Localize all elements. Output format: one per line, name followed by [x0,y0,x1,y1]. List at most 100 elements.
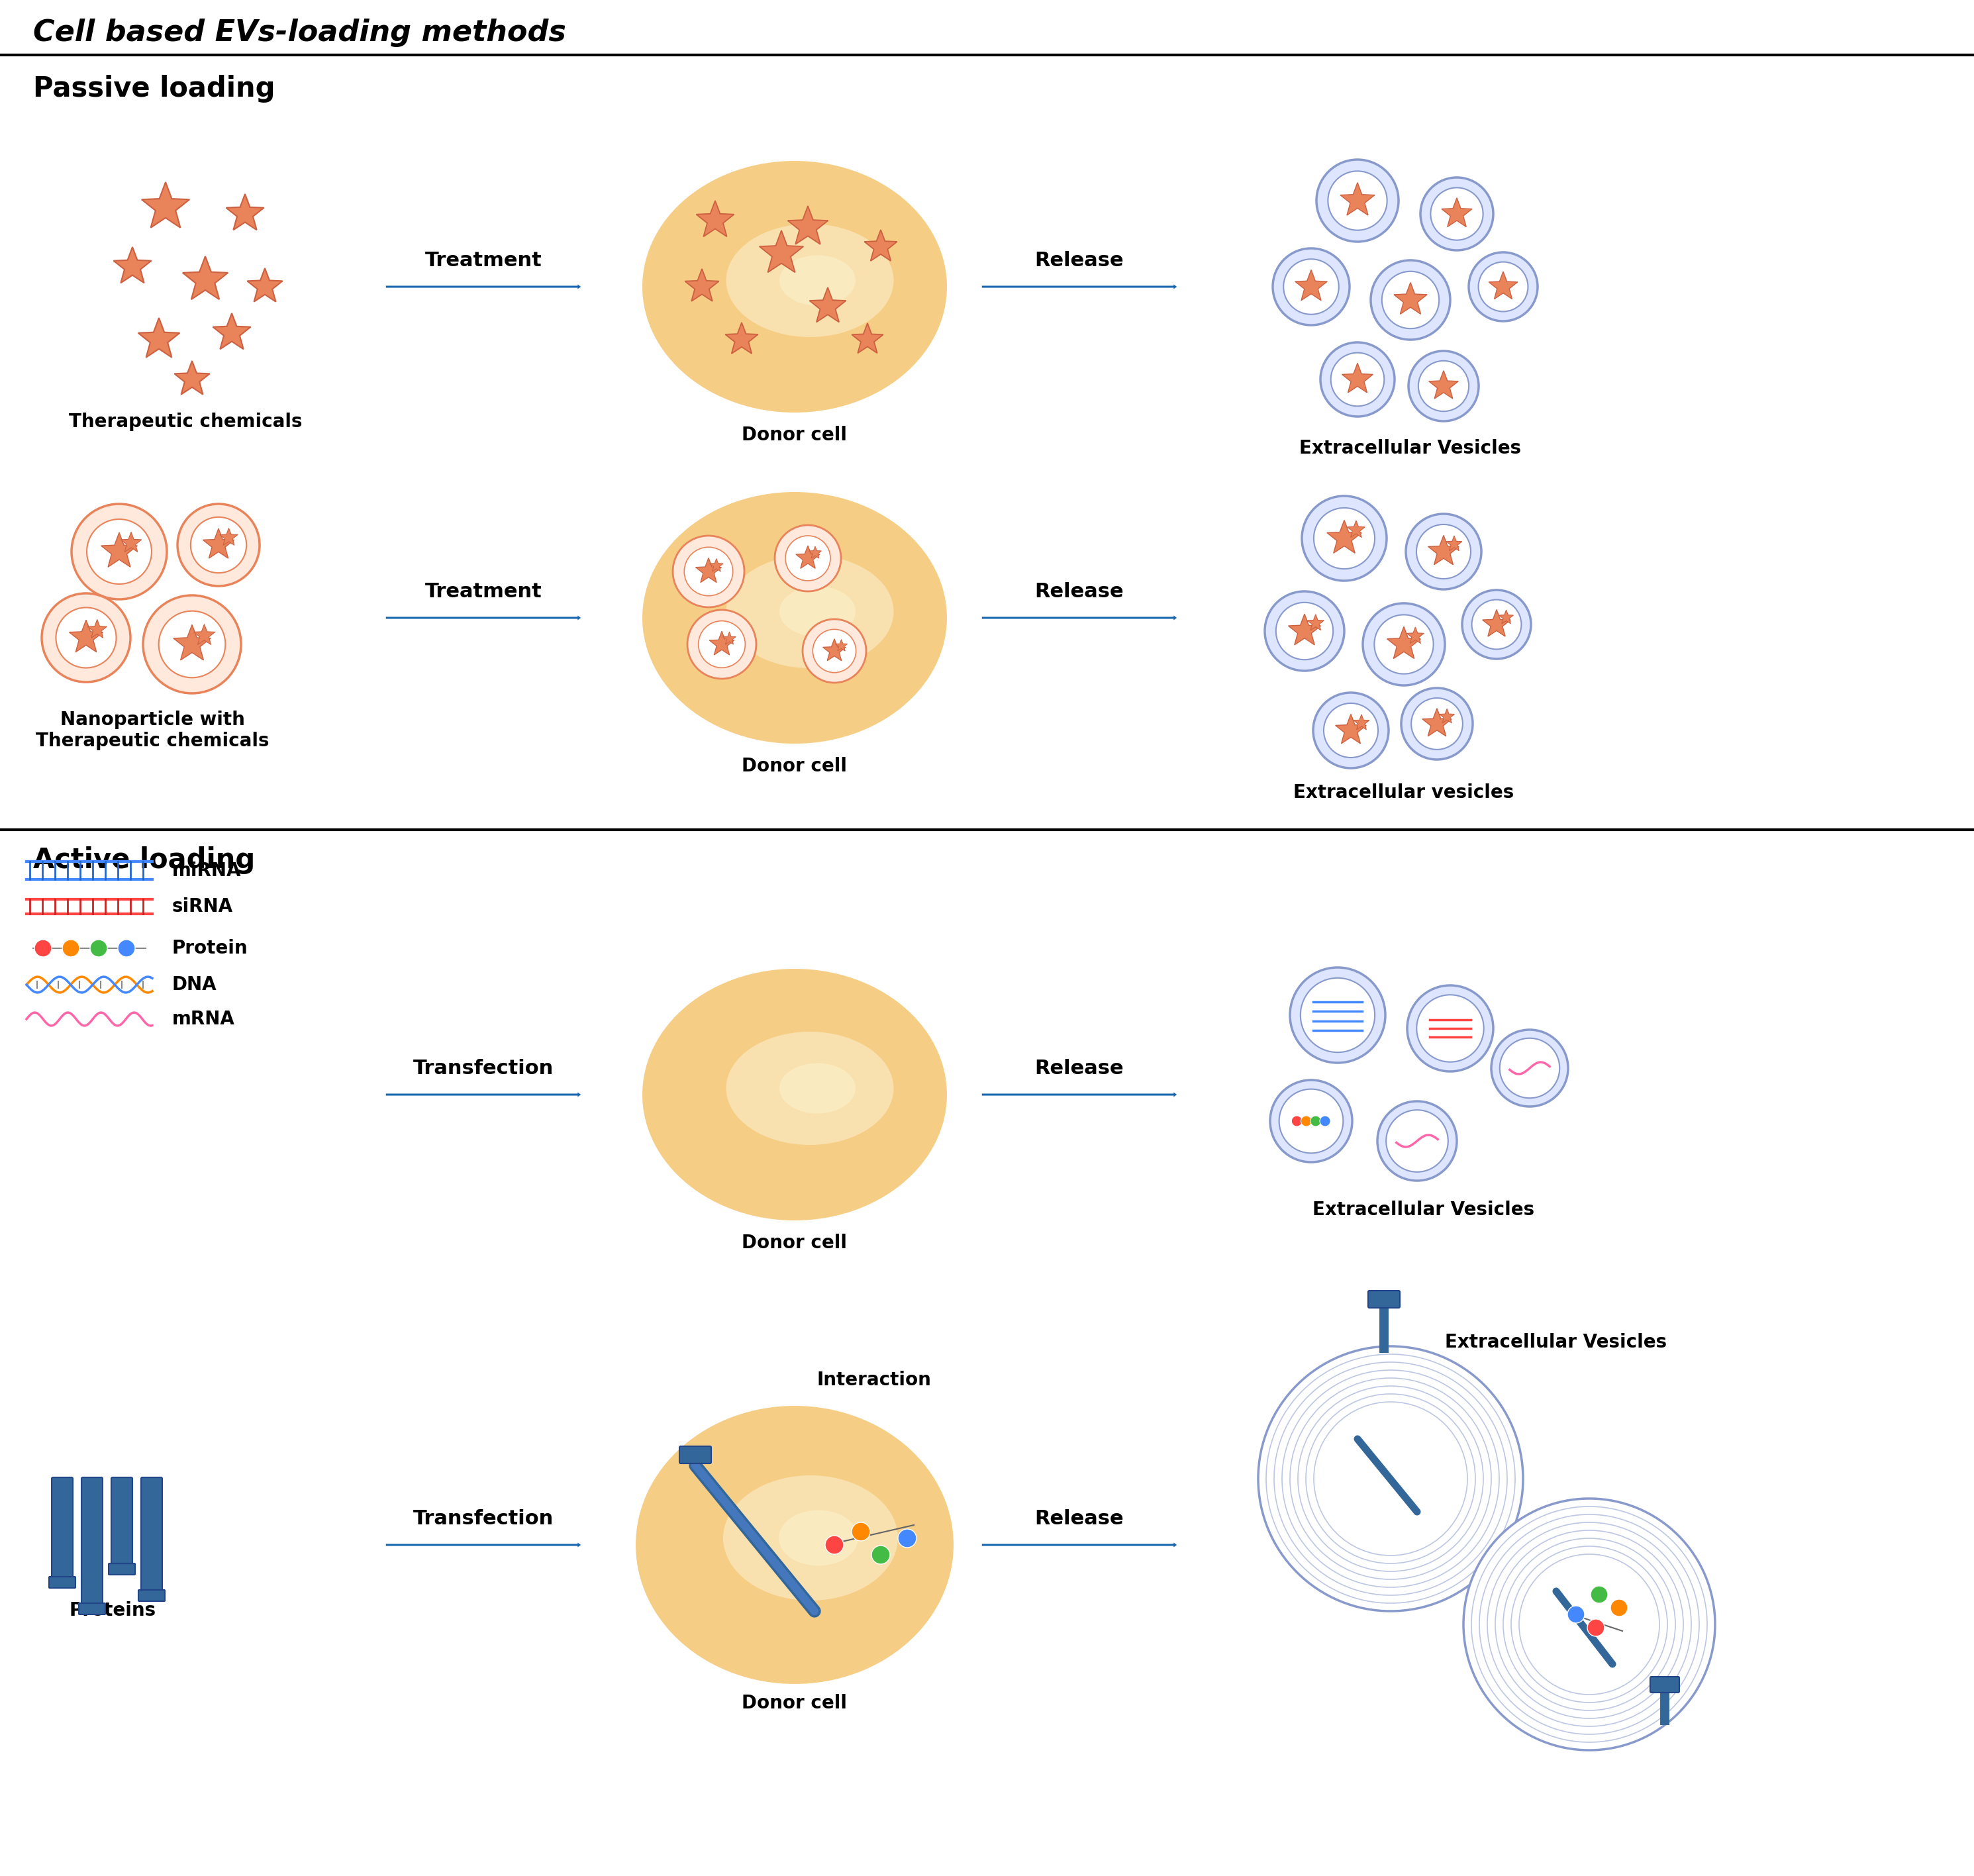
Text: Donor cell: Donor cell [742,1234,847,1251]
Circle shape [191,518,247,572]
Text: Transfection: Transfection [413,1508,553,1529]
Polygon shape [120,533,142,552]
Polygon shape [193,625,215,645]
Polygon shape [1427,535,1459,565]
Circle shape [1417,525,1471,580]
Text: Therapeutic chemicals: Therapeutic chemicals [69,413,302,431]
FancyBboxPatch shape [49,1576,75,1587]
Polygon shape [184,257,227,300]
Circle shape [63,940,79,957]
Ellipse shape [722,1475,898,1600]
Text: Extracellular Vesicles: Extracellular Vesicles [1299,439,1522,458]
FancyBboxPatch shape [81,1478,103,1606]
Circle shape [1382,272,1439,328]
Polygon shape [796,546,819,568]
Polygon shape [1394,283,1427,313]
Circle shape [1374,615,1433,673]
Circle shape [1417,360,1469,411]
Polygon shape [1388,627,1421,658]
Polygon shape [1439,709,1455,722]
Polygon shape [1498,610,1514,623]
Circle shape [1321,341,1394,416]
Polygon shape [1429,371,1459,398]
Text: Treatment: Treatment [424,251,543,270]
Circle shape [1257,1347,1524,1611]
Circle shape [55,608,116,668]
Circle shape [1279,1090,1342,1154]
Ellipse shape [642,161,948,413]
Circle shape [1463,591,1532,658]
Polygon shape [87,619,107,638]
Polygon shape [1482,610,1510,636]
Circle shape [1275,602,1332,660]
Polygon shape [101,533,138,567]
Polygon shape [695,557,721,582]
Polygon shape [1307,613,1325,630]
Text: Nanoparticle with
Therapeutic chemicals: Nanoparticle with Therapeutic chemicals [36,711,268,750]
Circle shape [1463,1499,1715,1750]
Text: Extracellular Vesicles: Extracellular Vesicles [1445,1334,1668,1351]
Ellipse shape [780,255,855,306]
Text: Treatment: Treatment [424,582,543,602]
Circle shape [825,1536,843,1553]
Polygon shape [697,201,734,236]
Polygon shape [788,206,827,244]
Text: Active loading: Active loading [34,846,255,874]
Circle shape [1313,692,1388,767]
Circle shape [1411,698,1463,750]
Polygon shape [1327,520,1362,553]
Circle shape [1315,508,1374,568]
Circle shape [1405,514,1480,589]
Text: Extracellular vesicles: Extracellular vesicles [1293,784,1514,801]
Circle shape [1311,1116,1321,1126]
Text: Protein: Protein [172,940,249,957]
Polygon shape [835,640,847,651]
Text: Release: Release [1034,1058,1123,1079]
Polygon shape [760,231,803,272]
Circle shape [1473,600,1522,649]
Circle shape [41,593,130,683]
Ellipse shape [780,1064,855,1114]
Circle shape [1469,251,1538,321]
Polygon shape [227,193,265,231]
Polygon shape [69,619,103,653]
Circle shape [1370,261,1451,340]
Circle shape [1611,1598,1629,1617]
FancyBboxPatch shape [109,1563,134,1574]
Text: Release: Release [1034,251,1123,270]
Text: siRNA: siRNA [172,897,233,915]
Text: miRNA: miRNA [172,861,241,880]
Text: DNA: DNA [172,976,217,994]
Polygon shape [1289,613,1321,645]
Polygon shape [709,559,722,572]
Circle shape [1386,1111,1449,1172]
Text: Interaction: Interaction [817,1371,932,1390]
Circle shape [1291,1116,1303,1126]
Circle shape [1409,351,1479,420]
Polygon shape [114,248,152,283]
Polygon shape [1441,197,1473,227]
Polygon shape [1447,537,1463,552]
Circle shape [786,537,831,582]
Circle shape [1269,1081,1352,1161]
Text: Donor cell: Donor cell [742,1694,847,1713]
Text: Cell based EVs-loading methods: Cell based EVs-loading methods [34,19,567,47]
Circle shape [1329,171,1388,231]
Circle shape [91,940,107,957]
Circle shape [1378,1101,1457,1180]
Circle shape [34,940,51,957]
FancyBboxPatch shape [1650,1677,1680,1692]
Ellipse shape [726,555,894,668]
Circle shape [142,595,241,694]
Circle shape [673,537,744,608]
Circle shape [1479,263,1528,311]
Circle shape [1587,1619,1605,1636]
Circle shape [1490,1030,1567,1107]
Polygon shape [685,268,719,302]
Polygon shape [1340,182,1374,216]
Circle shape [1301,1116,1311,1126]
Circle shape [87,520,152,583]
Polygon shape [213,313,251,349]
Polygon shape [203,529,235,559]
Ellipse shape [642,492,948,743]
